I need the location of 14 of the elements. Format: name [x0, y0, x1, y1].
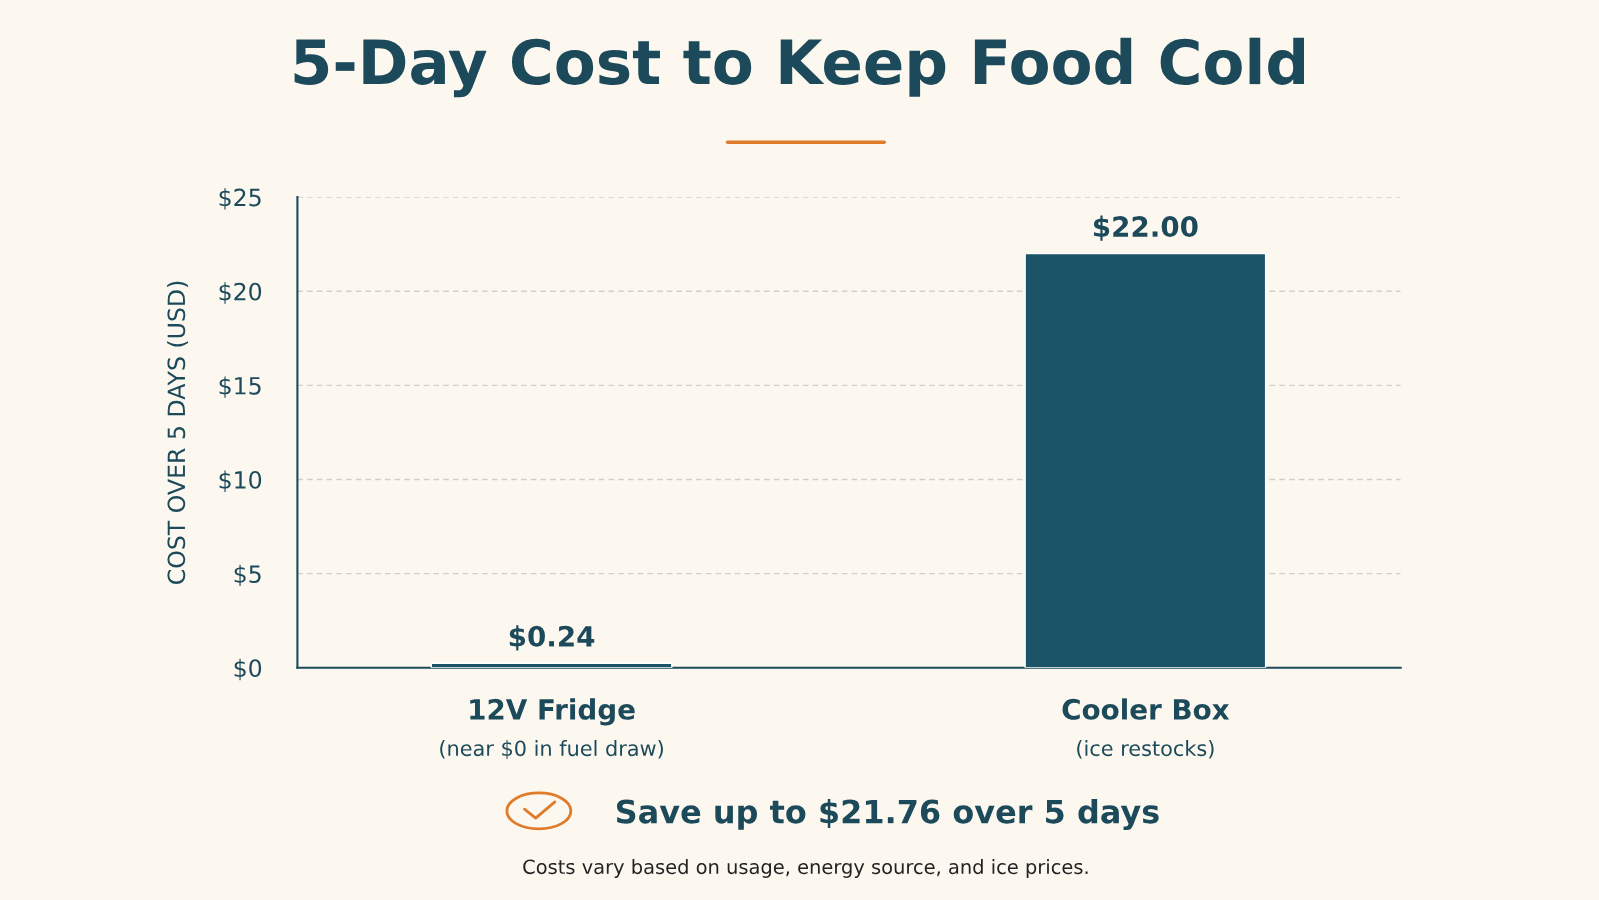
- y-tick-label: $15: [219, 376, 261, 398]
- y-tick-label: $0: [234, 658, 262, 681]
- x-tick-label: 12V Fridge (near $0 in fuel draw): [440, 698, 663, 759]
- y-axis-title: COST OVER 5 DAYS (USD): [167, 281, 189, 584]
- y-tick-label: $20: [219, 282, 262, 304]
- y-tick-label: $10: [219, 470, 262, 492]
- text: Costs vary based on usage, energy source, and ice prices.: [523, 859, 1088, 878]
- text: Save up to $21.76 over 5 days: [616, 798, 1159, 831]
- x-tick-label: Cooler Box (ice restocks): [1062, 698, 1230, 759]
- y-tick-label: $5: [234, 564, 261, 587]
- data-label: $0.24: [509, 625, 595, 651]
- data-label: $22.00: [1093, 215, 1198, 241]
- y-tick-label: $25: [219, 188, 261, 210]
- chart-title: 5-Day Cost to Keep Food Cold: [294, 37, 1304, 98]
